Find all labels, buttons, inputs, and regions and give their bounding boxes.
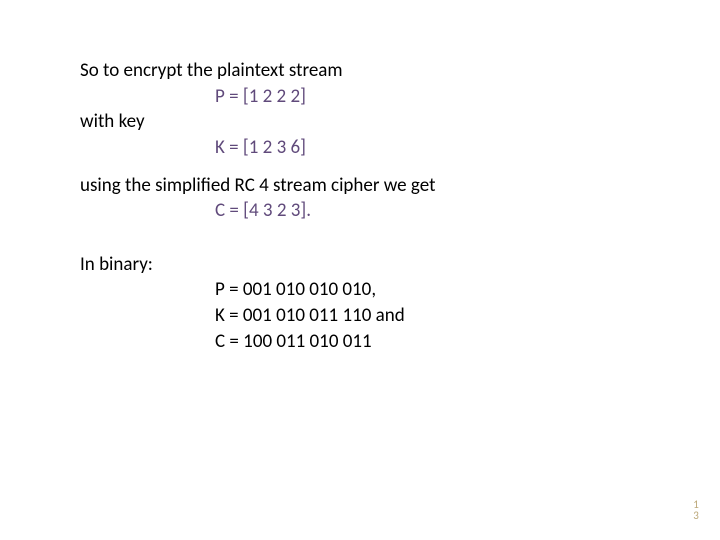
key-formula: K = [1 2 3 6] [215,135,660,161]
ciphertext-formula: C = [4 3 2 3]. [215,198,660,224]
cipher-block: using the simplified RC 4 stream cipher … [80,173,660,224]
slide-content: So to encrypt the plaintext stream P = [… [80,58,660,354]
binary-values: P = 001 010 010 010, K = 001 010 011 110… [215,277,660,354]
binary-k: K = 001 010 011 110 [215,304,371,327]
plaintext-formula: P = [1 2 2 2] [215,84,660,110]
binary-k-line: K = 001 010 011 110 and [215,303,660,329]
page-number-bottom: 3 [692,510,700,522]
using-line: using the simplified RC 4 stream cipher … [80,173,660,199]
binary-p: P = 001 010 010 010, [215,277,660,303]
page-number: 1 3 [692,499,700,522]
in-binary-label: In binary: [80,252,660,278]
and-word: and [371,304,404,327]
binary-block: In binary: P = 001 010 010 010, K = 001 … [80,252,660,355]
binary-c: C = 100 011 010 011 [215,329,660,355]
with-key-label: with key [80,109,660,135]
intro-line: So to encrypt the plaintext stream [80,58,660,84]
